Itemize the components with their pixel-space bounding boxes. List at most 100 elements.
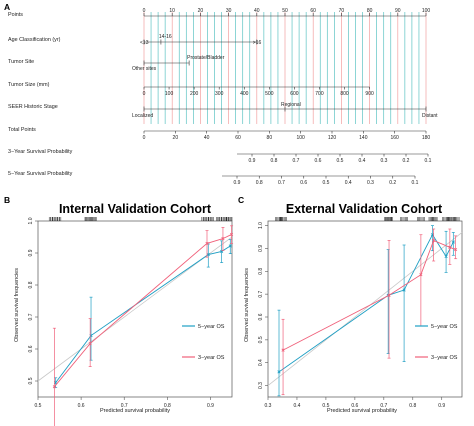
y-tick-label: 0.8 [258,268,264,275]
internal-calibration-panel: B Internal Validation Cohort Predicted s… [4,195,234,426]
stage-group-label: Distant [422,113,438,119]
y-tick-label: 1.0 [28,217,34,224]
nomogram-gridlines [143,12,427,124]
total-tick-label: 0 [143,135,146,141]
x-tick-label: 0.5 [35,403,42,409]
internal-legend-3yr-label: 3−year OS [198,355,225,361]
size-tick-label: 700 [315,91,324,97]
series-5yr [54,239,232,388]
total-tick-label: 120 [328,135,337,141]
external-legend-3yr-label: 3−year OS [431,355,458,361]
panel-a-label: A [4,2,10,12]
y-tick-label: 0.5 [258,336,264,343]
size-tick-label: 200 [190,91,199,97]
surv3-tick-label: 0.9 [249,158,256,164]
size-tick-label: 400 [240,91,249,97]
points-tick-label: 10 [169,8,175,14]
data-point [454,247,458,252]
data-point [419,273,423,277]
row-label-points: Points [8,12,23,18]
nomogram-panel: A Points Age Classification (yr) Tumor S… [4,2,438,186]
points-tick-label: 40 [254,8,260,14]
internal-chart-title: Internal Validation Cohort [59,202,212,216]
total-tick-label: 140 [359,135,368,141]
series-line [282,239,456,351]
stage-group-label: Localized [132,113,153,119]
internal-legend-5yr-label: 5−year OS [198,324,225,330]
points-tick-label: 80 [367,8,373,14]
data-point [281,348,285,352]
series-3yr [52,225,234,426]
surv5-tick-label: 0.2 [389,180,396,186]
data-point [451,240,455,244]
surv5-tick-label: 0.4 [345,180,352,186]
data-point [228,244,232,248]
y-tick-label: 1.0 [258,222,264,229]
total-tick-label: 160 [390,135,399,141]
surv5-tick-label: 0.6 [300,180,307,186]
total-tick-label: 100 [296,135,305,141]
size-tick-label: 600 [290,91,299,97]
row-label-age: Age Classification (yr) [8,37,61,43]
total-tick-label: 180 [422,135,431,141]
plot-frame [37,220,233,398]
stage-group-label: Regional [281,102,301,108]
points-tick-label: 0 [143,8,146,14]
size-tick-label: 500 [265,91,274,97]
surv3-tick-label: 0.5 [337,158,344,164]
internal-legend: 5−year OS 3−year OS [182,324,225,361]
external-y-axis-label: Observed survival frequencies [244,268,250,342]
y-tick-label: 0.6 [258,313,264,320]
points-tick-label: 70 [339,8,345,14]
nomogram-row-labels: Points Age Classification (yr) Tumor Sit… [8,12,73,177]
data-point [387,293,391,297]
x-tick-label: 0.3 [265,403,272,409]
size-tick-label: 900 [365,91,374,97]
data-point [205,241,209,245]
external-legend: 5−year OS 3−year OS [415,324,458,361]
y-tick-label: 0.9 [258,245,264,252]
internal-plot-area: 0.5 0.6 0.7 0.8 0.9 0.5 0.6 0.7 0.8 0.9 1.0 [28,217,234,426]
data-point [88,341,92,346]
series-line [55,245,231,383]
y-tick-label: 0.7 [28,313,34,320]
points-tick-label: 60 [310,8,316,14]
points-tick-label: 100 [422,8,431,14]
surv5-tick-label: 0.7 [278,180,285,186]
data-point [448,245,452,249]
rug-marks [48,217,233,221]
surv5-tick-label: 0.5 [323,180,330,186]
surv5-tick-label: 0.9 [234,180,241,186]
panel-b-label: B [4,195,10,205]
surv3-tick-label: 0.4 [359,158,366,164]
series-5yr [277,225,455,397]
data-point [229,232,234,237]
points-tick-label: 50 [282,8,288,14]
row-label-seer-stage: SEER Historic Stage [8,104,58,110]
rug-marks [275,217,460,221]
surv5-tick-label: 0.3 [367,180,374,186]
x-tick-label: 0.4 [293,403,300,409]
y-tick-label: 0.4 [258,359,264,366]
y-tick-label: 0.5 [28,377,34,384]
age-group-label: 14-16 [159,34,172,40]
age-group-label: <13 [140,40,149,46]
surv3-tick-label: 0.1 [425,158,432,164]
surv3-tick-label: 0.8 [271,158,278,164]
y-tick-label: 0.8 [28,281,34,288]
total-tick-label: 20 [173,135,179,141]
surv5-tick-label: 0.1 [412,180,419,186]
nomogram-scales: 0 10 20 30 40 50 60 70 80 90 100 <13 14-16 >16 Other s… [132,8,438,186]
row-label-total-points: Total Points [8,127,36,133]
row-label-3yr-survival: 3−Year Survival Probability [8,149,73,155]
panel-c-label: C [238,195,244,205]
external-calibration-panel: C External Validation Cohort Predicted s… [238,195,463,414]
x-tick-label: 0.6 [351,403,358,409]
surv3-tick-label: 0.3 [381,158,388,164]
points-tick-label: 20 [198,8,204,14]
x-tick-label: 0.5 [322,403,329,409]
size-tick-label: 800 [340,91,349,97]
x-tick-label: 0.9 [438,403,445,409]
row-label-tumor-site: Tumor Site [8,59,34,65]
total-tick-label: 40 [204,135,210,141]
